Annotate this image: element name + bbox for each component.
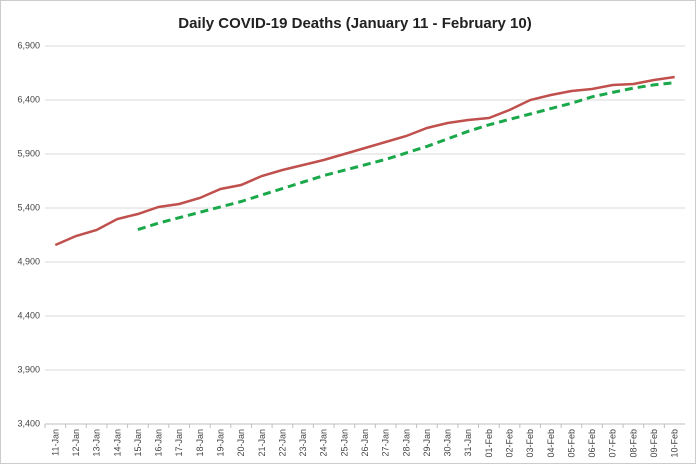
y-tick-label: 3,400 bbox=[17, 418, 40, 428]
x-tick-label: 25-Jan bbox=[339, 429, 349, 457]
x-tick-label: 12-Jan bbox=[71, 429, 81, 457]
x-tick-label: 01-Feb bbox=[484, 429, 494, 458]
x-tick-label: 04-Feb bbox=[546, 429, 556, 458]
x-tick-label: 09-Feb bbox=[649, 429, 659, 458]
chart-title: Daily COVID-19 Deaths (January 11 - Febr… bbox=[178, 15, 531, 32]
x-tick-label: 16-Jan bbox=[154, 429, 164, 457]
x-tick-label: 14-Jan bbox=[112, 429, 122, 457]
y-tick-label: 6,400 bbox=[17, 94, 40, 104]
x-tick-label: 21-Jan bbox=[257, 429, 267, 457]
x-tick-label: 08-Feb bbox=[628, 429, 638, 458]
x-tick-label: 29-Jan bbox=[422, 429, 432, 457]
x-tick-label: 23-Jan bbox=[298, 429, 308, 457]
series-line bbox=[137, 81, 675, 232]
y-tick-label: 5,900 bbox=[17, 148, 40, 158]
x-tick-label: 17-Jan bbox=[174, 429, 184, 457]
x-tick-label: 18-Jan bbox=[195, 429, 205, 457]
x-tick-label: 05-Feb bbox=[566, 429, 576, 458]
x-tick-label: 31-Jan bbox=[463, 429, 473, 457]
x-tick-label: 02-Feb bbox=[505, 429, 515, 458]
x-tick-label: 13-Jan bbox=[92, 429, 102, 457]
x-tick-label: 15-Jan bbox=[133, 429, 143, 457]
x-tick-label: 03-Feb bbox=[525, 429, 535, 458]
x-tick-label: 19-Jan bbox=[215, 429, 225, 457]
series-line bbox=[54, 75, 675, 247]
x-tick-label: 24-Jan bbox=[319, 429, 329, 457]
y-tick-label: 4,400 bbox=[17, 310, 40, 320]
y-tick-label: 3,900 bbox=[17, 364, 40, 374]
x-tick-label: 10-Feb bbox=[670, 429, 680, 458]
x-tick-label: 06-Feb bbox=[587, 429, 597, 458]
x-tick-label: 27-Jan bbox=[381, 429, 391, 457]
x-tick-label: 20-Jan bbox=[236, 429, 246, 457]
y-tick-label: 4,900 bbox=[17, 256, 40, 266]
x-tick-label: 11-Jan bbox=[50, 429, 60, 456]
x-tick-label: 26-Jan bbox=[360, 429, 370, 457]
x-tick-label: 28-Jan bbox=[401, 429, 411, 457]
y-tick-label: 5,400 bbox=[17, 202, 40, 212]
y-tick-label: 6,900 bbox=[17, 40, 40, 50]
x-tick-label: 07-Feb bbox=[608, 429, 618, 458]
x-tick-label: 22-Jan bbox=[277, 429, 287, 457]
x-tick-label: 30-Jan bbox=[443, 429, 453, 457]
